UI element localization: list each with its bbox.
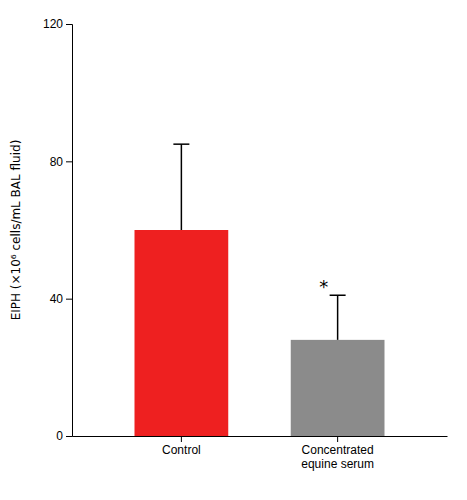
x-tick-label: Concentratedequine serum: [301, 443, 374, 471]
y-axis: 0 40 80 120: [43, 17, 73, 443]
y-tick: 120: [43, 17, 72, 31]
error-bar-stem: [337, 295, 339, 340]
y-tick-label: 80: [50, 155, 64, 169]
y-tick: 0: [56, 429, 72, 443]
y-tick-mark: [66, 24, 72, 25]
y-axis-line: [66, 25, 73, 437]
y-tick: 40: [50, 292, 72, 306]
x-tick-mark: [337, 436, 338, 442]
error-bar: [330, 295, 346, 340]
bar: [135, 230, 229, 436]
x-axis: Control Concentratedequine serum: [73, 436, 448, 471]
error-bar-cap: [330, 294, 346, 296]
error-bar: [173, 144, 189, 230]
marks: [135, 144, 385, 436]
x-tick: Control: [162, 436, 201, 457]
chart: 0 40 80 120 Control Concentratedequine serum *…: [0, 0, 467, 500]
y-tick-mark: [66, 161, 72, 162]
y-axis-title: EIPH (×10⁶ cells/mL BAL fluid): [9, 140, 23, 321]
x-tick: Concentratedequine serum: [301, 436, 374, 471]
bar: [291, 340, 385, 436]
error-bar-stem: [181, 144, 183, 230]
annotation: *: [319, 276, 328, 297]
x-tick-label: Control: [162, 443, 201, 457]
y-tick: 80: [50, 155, 72, 169]
y-tick-label: 0: [56, 429, 63, 443]
y-tick-label: 40: [50, 292, 64, 306]
error-bar-cap: [173, 143, 189, 145]
x-axis-line: [73, 436, 448, 437]
y-tick-label: 120: [43, 17, 63, 31]
y-tick-mark: [66, 436, 72, 437]
x-tick-mark: [181, 436, 182, 442]
y-tick-mark: [66, 299, 72, 300]
plot: 0 40 80 120 Control Concentratedequine serum *: [43, 17, 448, 471]
